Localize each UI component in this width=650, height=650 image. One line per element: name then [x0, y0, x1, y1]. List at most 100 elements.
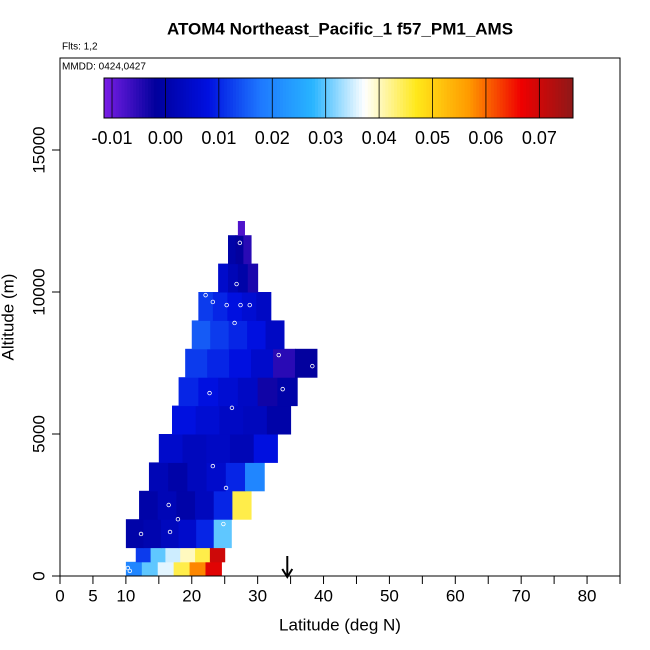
heat-cell: [165, 547, 181, 563]
colorbar-segment: [361, 78, 366, 118]
colorbar-segment: [200, 78, 205, 118]
colorbar-tick-label: 0.04: [362, 128, 397, 148]
heat-cell: [141, 561, 159, 577]
colorbar-segment: [180, 78, 184, 118]
colorbar-segment: [402, 78, 407, 118]
flight-point: [237, 240, 243, 246]
colorbar-frame: [103, 77, 574, 119]
colorbar-segment: [385, 78, 389, 118]
colorbar-segment: [344, 78, 348, 118]
flight-point: [203, 292, 208, 298]
colorbar-segment: [414, 78, 419, 118]
colorbar-segment: [567, 78, 571, 118]
colorbar-segment: [329, 78, 334, 118]
colorbar-segment: [411, 78, 416, 118]
y-tick-label: 0: [29, 571, 48, 580]
colorbar-segment: [247, 78, 252, 118]
plot-frame: [59, 57, 621, 577]
colorbar-segment: [218, 78, 222, 118]
heat-cell: [247, 320, 267, 350]
colorbar-segment: [203, 78, 208, 118]
colorbar-segment: [253, 78, 257, 118]
colorbar-tick-label: 0.06: [468, 128, 503, 148]
flight-point: [280, 386, 285, 392]
heat-cell: [218, 377, 239, 407]
heat-cell: [178, 377, 199, 407]
heat-cell: [168, 462, 188, 492]
colorbar-segment: [353, 78, 357, 118]
colorbar-segment: [505, 78, 510, 118]
colorbar-segment: [279, 78, 284, 118]
x-tick-label: 80: [578, 586, 597, 605]
colorbar-segment: [420, 78, 425, 118]
colorbar-segment: [514, 78, 518, 118]
colorbar-segment: [174, 78, 178, 118]
colorbar-segment: [232, 78, 237, 118]
heat-cell: [253, 434, 278, 463]
y-tick-label: 5000: [29, 415, 48, 453]
heat-cell: [243, 235, 252, 265]
heat-cell: [213, 519, 232, 549]
x-tick-label: 40: [314, 586, 333, 605]
x-tick-label: 5: [88, 586, 97, 605]
colorbar-segment: [523, 78, 527, 118]
flight-point: [175, 517, 181, 522]
flight-point: [232, 320, 237, 326]
colorbar-segment: [441, 78, 445, 118]
colorbar-segment: [142, 78, 146, 118]
flight-point: [310, 363, 315, 369]
chart-title: ATOM4 Northeast_Pacific_1 f57_PM1_AMS: [167, 19, 513, 38]
heat-cell: [172, 405, 197, 435]
heat-cell: [196, 519, 215, 549]
colorbar-segment: [112, 78, 117, 118]
heat-cell: [125, 561, 143, 577]
flight-point: [224, 302, 229, 308]
colorbar-segment: [104, 78, 108, 118]
y-axis-label: Altitude (m): [0, 274, 17, 361]
x-axis-label: Latitude (deg N): [279, 615, 401, 634]
colorbar-segment: [397, 78, 401, 118]
heat-cell: [228, 263, 239, 293]
dates-label: MMDD: 0424,0427: [62, 62, 146, 73]
colorbar-tick-label: 0.07: [522, 128, 557, 148]
heat-cell: [135, 547, 152, 563]
colorbar-segment: [558, 78, 562, 118]
colorbar-segment: [341, 78, 345, 118]
colorbar-segment: [241, 78, 246, 118]
colorbar-segment: [449, 78, 454, 118]
colorbar-segment: [529, 78, 533, 118]
colorbar-segment: [405, 78, 410, 118]
colorbar-segment: [244, 78, 249, 118]
flight-point: [127, 568, 133, 574]
colorbar-segment: [464, 78, 468, 118]
colorbar-segment: [317, 78, 322, 118]
colorbar-segment: [382, 78, 386, 118]
colorbar-segment: [426, 78, 430, 118]
colorbar-segment: [400, 78, 404, 118]
heat-cell: [245, 462, 265, 492]
colorbar-segment: [147, 78, 152, 118]
colorbar-segment: [194, 78, 199, 118]
heat-cell: [247, 263, 259, 293]
colorbar-segment: [250, 78, 254, 118]
colorbar-segment: [546, 78, 551, 118]
colorbar-segment: [534, 78, 539, 118]
x-tick-label: 60: [446, 586, 465, 605]
colorbar-segment: [364, 78, 369, 118]
heat-cell: [232, 490, 252, 520]
heat-cell: [266, 405, 292, 435]
heat-cell: [195, 490, 215, 520]
heat-cell: [227, 292, 243, 321]
heat-cell: [176, 490, 196, 520]
colorbar-segment: [227, 78, 231, 118]
colorbar-segment: [376, 78, 381, 118]
x-tick-label: 50: [380, 586, 399, 605]
colorbar-segment: [347, 78, 351, 118]
heat-cell: [228, 320, 248, 350]
colorbar-segment: [206, 78, 211, 118]
colorbar-segment: [162, 78, 167, 118]
colorbar-segment: [444, 78, 448, 118]
heat-cell: [273, 348, 296, 378]
colorbar-segment: [168, 78, 172, 118]
